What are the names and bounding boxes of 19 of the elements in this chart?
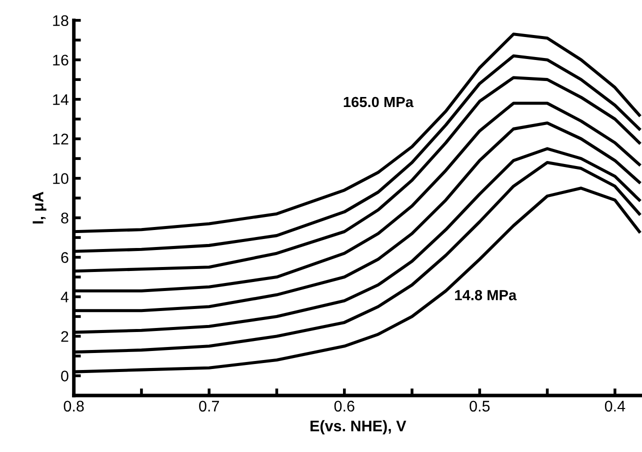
- x-tick-label: 0.7: [199, 400, 219, 412]
- y-tick-label: 0: [61, 370, 68, 382]
- x-axis-title: E(vs. NHE), V: [310, 420, 406, 434]
- y-tick-label: 4: [60, 292, 69, 302]
- series-label: 14.8 MPa: [455, 290, 517, 300]
- y-tick-label: 14: [53, 94, 69, 105]
- y-tick-label: 8: [61, 212, 68, 224]
- x-tick-label: 0.5: [470, 400, 490, 412]
- y-axis-title: I, μA: [32, 192, 46, 224]
- y-tick-label: 18: [53, 15, 68, 26]
- x-tick-label: 0.4: [604, 400, 626, 412]
- y-tick-label: 16: [53, 54, 68, 66]
- y-tick-label: 12: [53, 134, 68, 144]
- y-tick-label: 2: [61, 331, 68, 342]
- x-tick-label: 0.8: [64, 400, 84, 412]
- y-tick-label: 10: [53, 173, 68, 184]
- series-label: 165.0 MPa: [344, 96, 414, 108]
- y-tick-label: 6: [61, 252, 68, 263]
- x-tick-label: 0.6: [334, 400, 354, 412]
